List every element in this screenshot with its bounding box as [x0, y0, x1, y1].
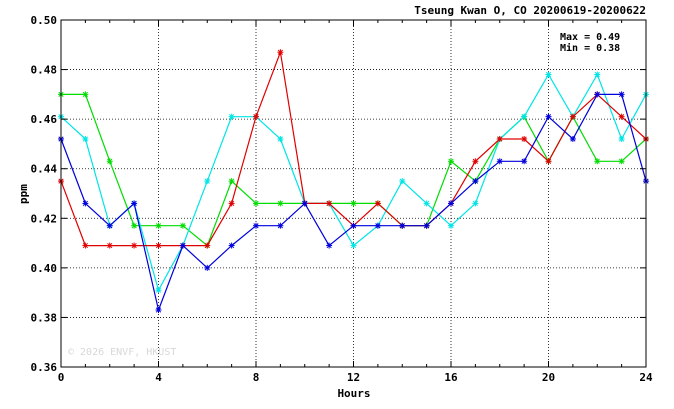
data-point: [448, 158, 454, 165]
data-point: [326, 200, 333, 207]
data-point: [521, 113, 528, 120]
data-point: [106, 158, 113, 165]
data-point: [423, 222, 430, 229]
data-point: [521, 158, 528, 165]
y-tick-label: 0.38: [31, 311, 58, 324]
grid-lines: [61, 20, 646, 367]
data-point: [253, 222, 259, 229]
x-tick-label: 16: [444, 371, 458, 384]
data-point: [350, 242, 357, 249]
data-point: [277, 135, 284, 142]
data-point: [253, 200, 259, 207]
data-point: [521, 135, 528, 142]
data-point: [82, 200, 89, 207]
data-point: [277, 49, 284, 56]
data-point: [472, 178, 479, 185]
data-point: [228, 200, 235, 207]
y-tick-label: 0.50: [31, 14, 58, 27]
data-point: [228, 242, 235, 249]
data-point: [228, 113, 235, 120]
data-point: [82, 91, 89, 98]
data-point: [301, 200, 308, 207]
data-point: [350, 200, 357, 207]
data-point: [569, 135, 576, 142]
data-point: [423, 200, 430, 207]
data-point: [569, 113, 576, 120]
y-axis-label: ppm: [17, 184, 30, 204]
series-layer: [58, 49, 649, 313]
y-tick-label: 0.42: [31, 212, 58, 225]
data-point: [618, 158, 625, 165]
data-point: [496, 135, 503, 142]
data-point: [545, 158, 552, 165]
data-point: [618, 113, 625, 120]
data-point: [131, 222, 138, 229]
chart-title: Tseung Kwan O, CO 20200619-20200622: [414, 4, 646, 17]
data-point: [82, 135, 89, 142]
data-point: [496, 158, 503, 165]
data-point: [350, 222, 357, 229]
data-point: [594, 158, 601, 165]
data-point: [106, 242, 113, 249]
data-point: [448, 222, 454, 229]
data-point: [472, 158, 479, 165]
watermark-layer: © 2026 ENVF, HKUST: [68, 347, 176, 358]
data-point: [399, 178, 406, 185]
data-point: [472, 200, 479, 207]
y-tick-label: 0.44: [31, 163, 58, 176]
data-point: [204, 178, 211, 185]
data-point: [374, 200, 381, 207]
data-point: [277, 200, 284, 207]
y-tick-label: 0.36: [31, 361, 58, 374]
max-label: Max = 0.49: [560, 32, 620, 43]
data-point: [155, 242, 162, 249]
x-tick-label: 8: [253, 371, 260, 384]
data-point: [155, 287, 162, 294]
axis-ticks: 0 4 8 12 16 20 24 0.36 0.38 0.40 0.42 0.44 0.46 0.48 0…: [31, 14, 653, 384]
data-point: [545, 113, 552, 120]
y-tick-label: 0.40: [31, 262, 58, 275]
data-point: [399, 222, 406, 229]
min-label: Min = 0.38: [560, 42, 620, 54]
x-tick-label: 20: [542, 371, 555, 384]
x-tick-label: 12: [347, 371, 360, 384]
x-tick-label: 24: [639, 371, 653, 384]
data-point: [82, 242, 89, 249]
x-axis-label: Hours: [337, 387, 370, 400]
data-point: [204, 264, 211, 271]
data-point: [277, 222, 284, 229]
data-point: [545, 71, 552, 78]
data-point: [131, 242, 138, 249]
data-point: [594, 91, 601, 98]
data-point: [618, 91, 625, 98]
y-tick-label: 0.48: [31, 64, 58, 77]
data-point: [618, 135, 625, 142]
data-point: [374, 222, 381, 229]
data-point: [228, 178, 235, 185]
x-tick-label: 4: [155, 371, 162, 384]
watermark-text: © 2026 ENVF, HKUST: [68, 347, 176, 358]
y-tick-label: 0.46: [31, 113, 58, 126]
data-point: [106, 222, 113, 229]
data-point: [155, 222, 162, 229]
data-point: [155, 306, 162, 313]
data-point: [253, 113, 259, 120]
data-point: [179, 222, 186, 229]
data-point: [179, 242, 186, 249]
data-point: [204, 242, 211, 249]
data-point: [448, 200, 454, 207]
x-tick-label: 0: [58, 371, 65, 384]
data-point: [594, 71, 601, 78]
data-point: [131, 200, 138, 207]
data-point: [326, 242, 333, 249]
